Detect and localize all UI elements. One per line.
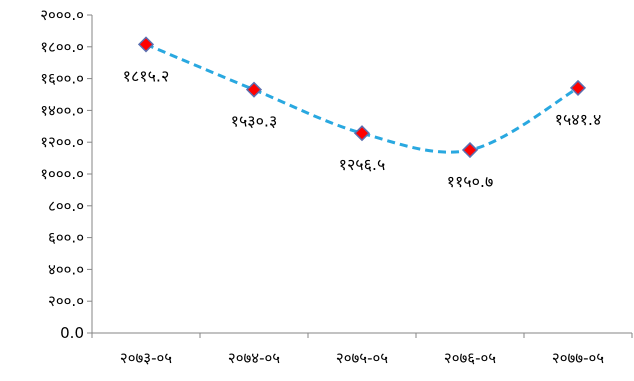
y-tick-label: १६००.०: [40, 70, 84, 88]
data-label: १५३०.३: [231, 112, 278, 131]
data-label: १५४१.४: [555, 110, 602, 129]
x-tick-label: २०७६-०५: [444, 349, 496, 367]
x-tick-label: २०७३-०५: [120, 349, 172, 367]
x-tick-label: २०७४-०५: [228, 349, 280, 367]
x-tick-label: २०७५-०५: [336, 349, 388, 367]
data-point-marker: [137, 36, 155, 53]
data-labels: १८१५.२ १५३०.३ १२५६.५ ११५०.७ १५४१.४: [123, 66, 602, 191]
data-label: १२५६.५: [339, 155, 386, 174]
series-line: [145, 42, 579, 154]
data-label: १८१५.२: [123, 66, 170, 85]
x-tick-label: २०७७-०५: [552, 349, 604, 367]
data-point-marker: [353, 125, 371, 142]
y-axis-ticks: 0.0 २००.० ४००.० ६००.० ८००.० १०००.० १२००.० १४००.…: [40, 6, 92, 342]
y-tick-label: १०००.०: [40, 165, 84, 183]
y-tick-label: २००.०: [48, 292, 84, 310]
x-axis-ticks: २०७३-०५ २०७४-०५ २०७५-०५ २०७६-०५ २०७७-०५: [91, 333, 633, 367]
data-point-marker: [569, 79, 587, 96]
data-point-marker: [461, 141, 479, 159]
y-tick-label: १४००.०: [40, 101, 84, 119]
y-tick-label: 0.0: [60, 324, 84, 342]
y-tick-label: ६००.०: [48, 229, 84, 247]
series-group: [137, 36, 587, 159]
y-tick-label: ४००.०: [48, 260, 84, 278]
y-tick-label: ८००.०: [48, 197, 84, 215]
y-tick-label: १२००.०: [40, 133, 84, 151]
y-tick-label: १८००.०: [40, 38, 84, 56]
data-point-marker: [245, 81, 263, 98]
data-label: ११५०.७: [447, 172, 494, 191]
y-tick-label: २०००.०: [40, 6, 84, 24]
